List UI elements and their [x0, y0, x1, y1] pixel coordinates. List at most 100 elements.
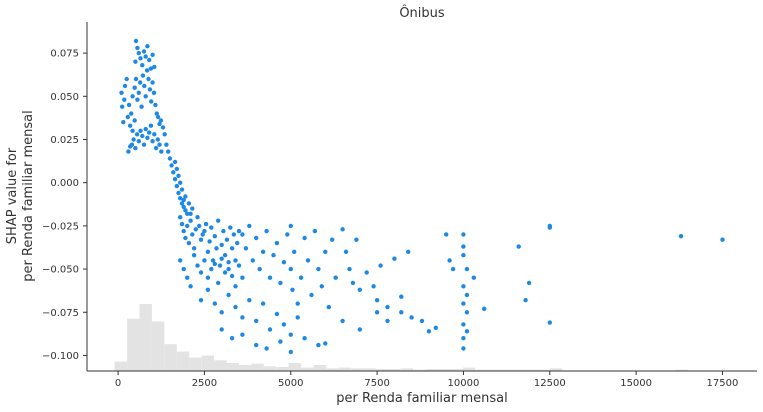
scatter-point [188, 284, 193, 289]
histogram-bar [375, 369, 389, 371]
scatter-point [157, 142, 162, 147]
histogram-bar [413, 369, 426, 371]
scatter-point [135, 97, 140, 102]
scatter-point [216, 218, 221, 223]
scatter-point [385, 304, 390, 310]
scatter-point [288, 332, 293, 337]
scatter-point [150, 80, 155, 85]
scatter-point [254, 235, 259, 241]
scatter-point [274, 311, 280, 317]
x-ticks: 0 2500 5000 7500 10000 12500 15000 17500 [115, 371, 738, 389]
histogram-bar [487, 369, 500, 371]
scatter-point [433, 325, 438, 330]
y-tick-label: −0.025 [42, 221, 79, 232]
y-axis-label-line-1: SHAP value for [5, 147, 20, 244]
scatter-point [155, 114, 161, 120]
scatter-point [288, 349, 293, 355]
scatter-point [155, 137, 160, 142]
scatter-point [129, 111, 134, 116]
scatter-point [152, 132, 157, 137]
histogram-bar [437, 369, 451, 371]
scatter-point [264, 228, 269, 234]
histogram-bar [537, 369, 550, 371]
scatter-point [302, 336, 307, 341]
scatter-point [347, 266, 352, 272]
scatter-point [224, 237, 230, 242]
scatter-point [140, 73, 146, 78]
scatter-point [181, 228, 186, 234]
scatter-point [143, 94, 148, 99]
scatter-point [178, 215, 183, 220]
scatter-point [158, 118, 164, 123]
scatter-point [295, 315, 300, 320]
scatter-point [278, 280, 283, 286]
y-axis-label-line-2: per Renda familiar mensal [21, 110, 36, 282]
scatter-point [205, 275, 211, 280]
scatter-point [140, 133, 145, 139]
scatter-point [330, 237, 335, 242]
scatter-point [229, 246, 235, 251]
scatter-point [119, 90, 124, 96]
scatter-point [219, 310, 224, 315]
scatter-point [148, 66, 154, 71]
scatter-point [288, 223, 293, 229]
histogram-bar [139, 304, 152, 371]
scatter-point [340, 227, 345, 232]
scatter-point [464, 266, 470, 272]
scatter-point [160, 125, 166, 130]
histogram-bar [338, 367, 351, 371]
scatter-point [312, 228, 318, 234]
scatter-point [461, 301, 466, 306]
scatter-point [444, 232, 449, 237]
scatter-point [144, 68, 150, 73]
scatter-point [171, 170, 176, 175]
scatter-point [316, 342, 321, 348]
scatter-point [233, 258, 238, 263]
scatter-point [216, 280, 221, 286]
scatter-point [125, 114, 130, 120]
scatter-point [461, 322, 466, 327]
scatter-point [147, 130, 152, 135]
scatter-point [181, 197, 186, 203]
scatter-point [209, 266, 214, 272]
scatter-point [236, 228, 242, 234]
scatter-point [205, 249, 211, 254]
scatter-point [243, 246, 249, 251]
scatter-point [133, 145, 138, 151]
scatter-point [364, 270, 369, 275]
scatter-point [198, 298, 204, 303]
scatter-point [464, 310, 470, 315]
scatter-point [147, 87, 153, 92]
scatter-point [374, 310, 380, 315]
scatter-point [178, 196, 183, 201]
histogram-bar [114, 361, 127, 371]
histogram-bar [201, 355, 215, 371]
histogram-bar [313, 365, 326, 371]
histogram-bar [226, 363, 239, 371]
x-tick-label: 10000 [448, 378, 480, 389]
histogram-bar [524, 369, 538, 371]
scatter-point [288, 266, 293, 272]
scatter-point [267, 327, 273, 332]
scatter-point [183, 235, 188, 241]
scatter-point [222, 253, 228, 258]
scatter-point [133, 76, 139, 82]
scatter-point [461, 232, 466, 237]
scatter-point [145, 44, 150, 49]
scatter-point [285, 232, 290, 237]
scatter-point [136, 90, 141, 96]
scatter-point [461, 284, 466, 289]
scatter-point [126, 149, 131, 154]
scatter-point [143, 126, 148, 132]
scatter-point [128, 123, 133, 128]
scatter-point [526, 280, 532, 286]
scatter-point [198, 270, 204, 275]
scatter-point [350, 280, 356, 286]
histogram-bar [276, 367, 289, 371]
scatter-point [191, 253, 197, 258]
scatter-point [309, 292, 314, 298]
scatter-point [140, 62, 145, 68]
scatter-point [188, 211, 193, 216]
scatter-point [250, 258, 255, 263]
scatter-point [302, 235, 307, 241]
